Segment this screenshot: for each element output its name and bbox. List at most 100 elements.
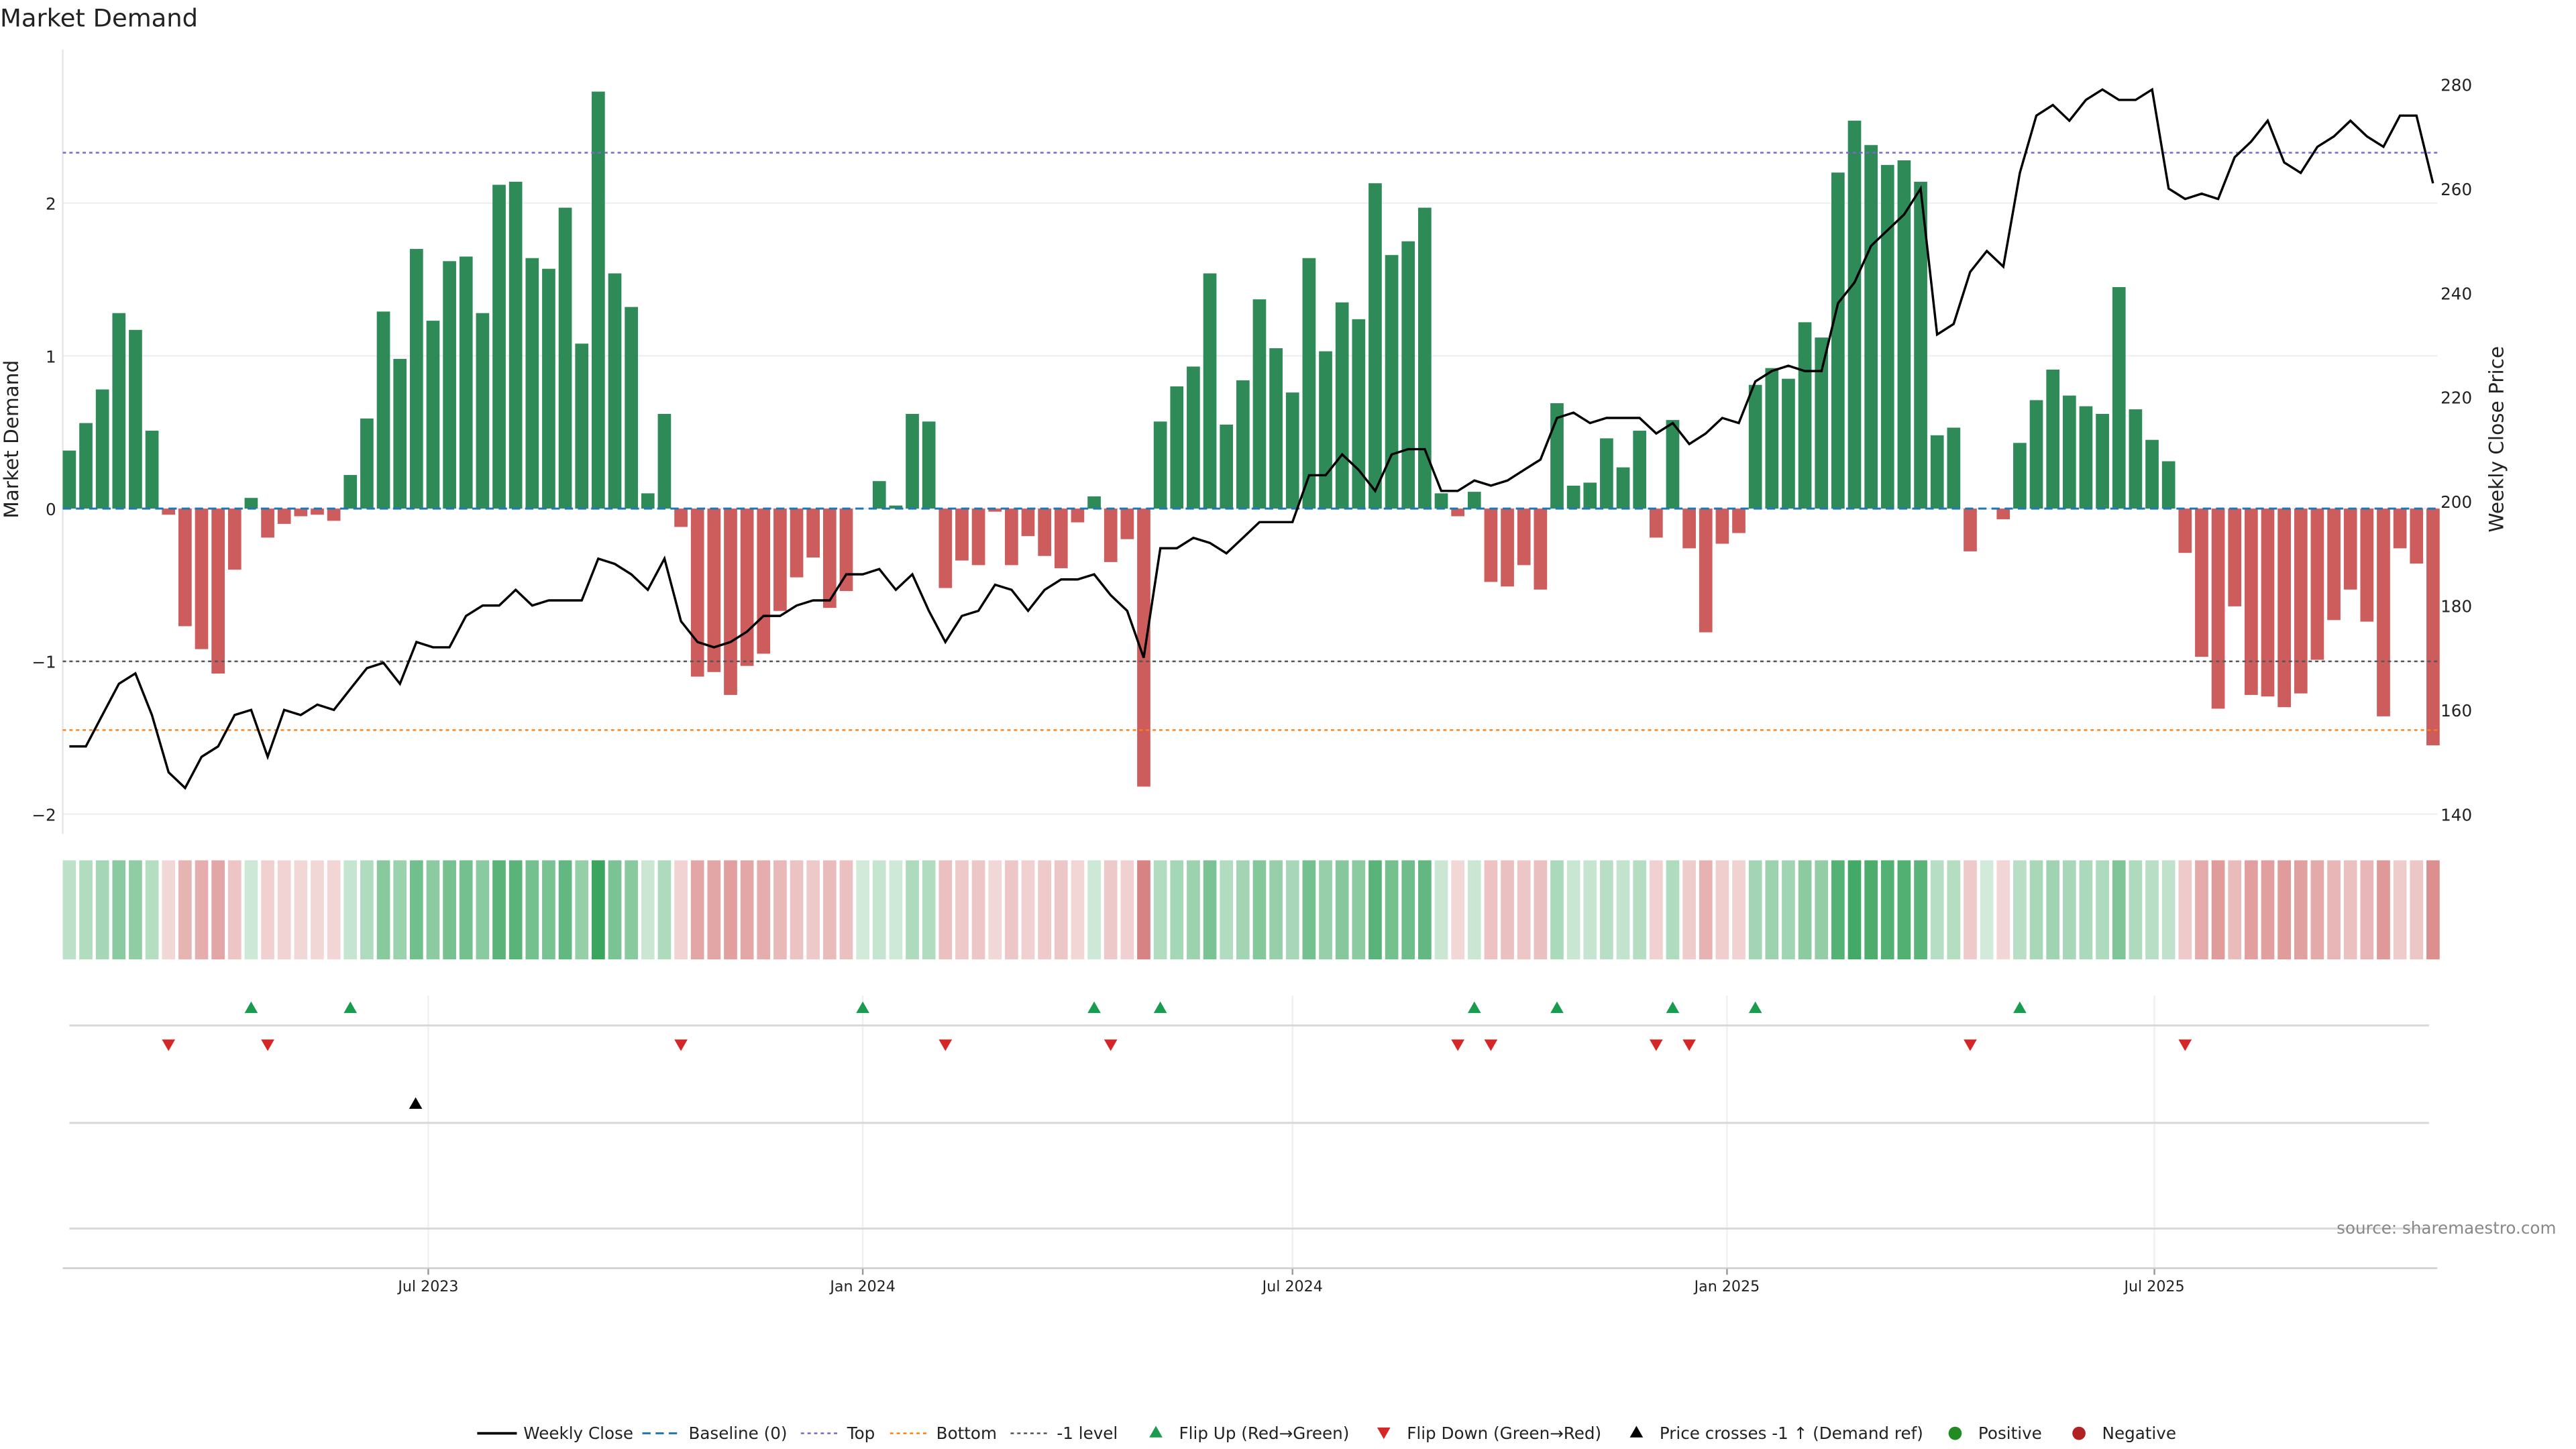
right-tick-label: 180 <box>2440 597 2472 616</box>
heat-cell <box>1798 860 1812 960</box>
flip-down-marker <box>162 1039 176 1051</box>
heat-cell <box>822 860 837 960</box>
demand-bar <box>79 423 93 509</box>
flip-down-marker <box>938 1039 953 1051</box>
heat-cell <box>1600 860 1613 960</box>
demand-bar <box>575 343 589 509</box>
demand-bar <box>1137 508 1150 787</box>
x-tick-label: Jul 2024 <box>1261 1278 1323 1295</box>
demand-bar <box>2393 508 2407 549</box>
demand-bar <box>211 508 225 674</box>
heat-cell <box>2245 860 2258 960</box>
heat-cell <box>1434 860 1448 960</box>
heat-cell <box>906 860 919 960</box>
demand-bar <box>1252 299 1267 509</box>
heat-cell <box>343 860 358 960</box>
demand-bar <box>988 508 1002 512</box>
heat-cell <box>1021 860 1035 960</box>
heat-cell <box>1666 860 1680 960</box>
demand-bar <box>1864 145 1878 509</box>
flip-down-marker <box>1484 1039 1498 1051</box>
heat-cell <box>872 860 886 960</box>
demand-bar <box>426 321 440 509</box>
demand-bar <box>1269 348 1283 509</box>
heat-cell <box>938 860 953 960</box>
flip-up-marker <box>343 1001 358 1014</box>
demand-bar <box>1005 508 1018 566</box>
heat-cell <box>657 860 672 960</box>
heat-cell <box>1038 860 1051 960</box>
price-cross-marker <box>409 1097 423 1109</box>
heat-cell <box>1765 860 1779 960</box>
flip-down-marker <box>674 1039 688 1051</box>
demand-bar <box>2112 287 2126 509</box>
right-tick-label: 220 <box>2440 388 2472 408</box>
demand-bar <box>1682 508 1696 549</box>
right-tick-label: 160 <box>2440 701 2472 720</box>
demand-bar <box>1566 486 1580 509</box>
demand-bar <box>277 508 291 524</box>
heat-cell <box>1451 860 1464 960</box>
heat-cell <box>1153 860 1167 960</box>
heat-cell <box>2393 860 2407 960</box>
weekly-close-line <box>69 87 2434 790</box>
demand-bar <box>2426 508 2440 746</box>
demand-bar <box>2343 508 2357 590</box>
demand-bar <box>1418 207 1432 509</box>
heat-cell <box>95 860 109 960</box>
demand-bar <box>409 249 423 509</box>
demand-bar <box>2046 369 2060 509</box>
demand-bar <box>707 508 721 672</box>
heat-cell <box>1071 860 1085 960</box>
heat-cell <box>162 860 176 960</box>
demand-bar <box>1600 438 1613 509</box>
demand-bar <box>393 359 407 509</box>
heat-cell <box>1732 860 1746 960</box>
heat-cell <box>1815 860 1829 960</box>
demand-bar <box>1748 384 1762 509</box>
demand-bar <box>1930 435 1944 509</box>
demand-bar <box>2129 409 2143 509</box>
heat-cell <box>608 860 622 960</box>
heat-cell <box>1517 860 1531 960</box>
demand-bar <box>2145 439 2159 509</box>
heat-cell <box>459 860 473 960</box>
heat-cell <box>360 860 374 960</box>
legend-label-bottom: Bottom <box>936 1424 997 1443</box>
heat-cell <box>790 860 804 960</box>
demand-bar <box>1616 467 1630 509</box>
heat-cell <box>955 860 969 960</box>
heat-cell <box>2261 860 2275 960</box>
heat-cell <box>294 860 308 960</box>
demand-bar <box>2261 508 2275 697</box>
demand-bar <box>1187 366 1200 509</box>
demand-bar <box>1467 492 1481 509</box>
heat-cell <box>1930 860 1944 960</box>
demand-bar <box>261 508 274 538</box>
left-tick-label: 0 <box>46 500 56 519</box>
heat-cell <box>62 860 76 960</box>
heat-cell <box>1566 860 1580 960</box>
heat-cell <box>1616 860 1630 960</box>
demand-bar <box>1484 508 1498 582</box>
right-tick-label: 140 <box>2440 805 2472 824</box>
demand-bar <box>112 313 126 509</box>
demand-bar <box>1715 508 1729 544</box>
heat-cell <box>2013 860 2027 960</box>
demand-bar <box>1220 424 1234 509</box>
demand-bar <box>1649 508 1663 538</box>
chart-title: Market Demand <box>0 3 198 32</box>
flip-down-marker <box>1964 1039 1977 1051</box>
heat-cell <box>508 860 523 960</box>
demand-bar <box>724 508 737 695</box>
demand-bar <box>872 481 886 509</box>
event-markers <box>69 996 2429 1440</box>
demand-bar <box>2360 508 2374 622</box>
heat-cell <box>988 860 1002 960</box>
legend-label-baseline: Baseline (0) <box>688 1424 787 1443</box>
heat-cell <box>2161 860 2176 960</box>
heat-cell <box>839 860 853 960</box>
source-label: source: sharemaestro.com <box>2337 1218 2556 1238</box>
demand-bar <box>542 268 555 509</box>
flip-down-marker <box>2178 1039 2192 1051</box>
